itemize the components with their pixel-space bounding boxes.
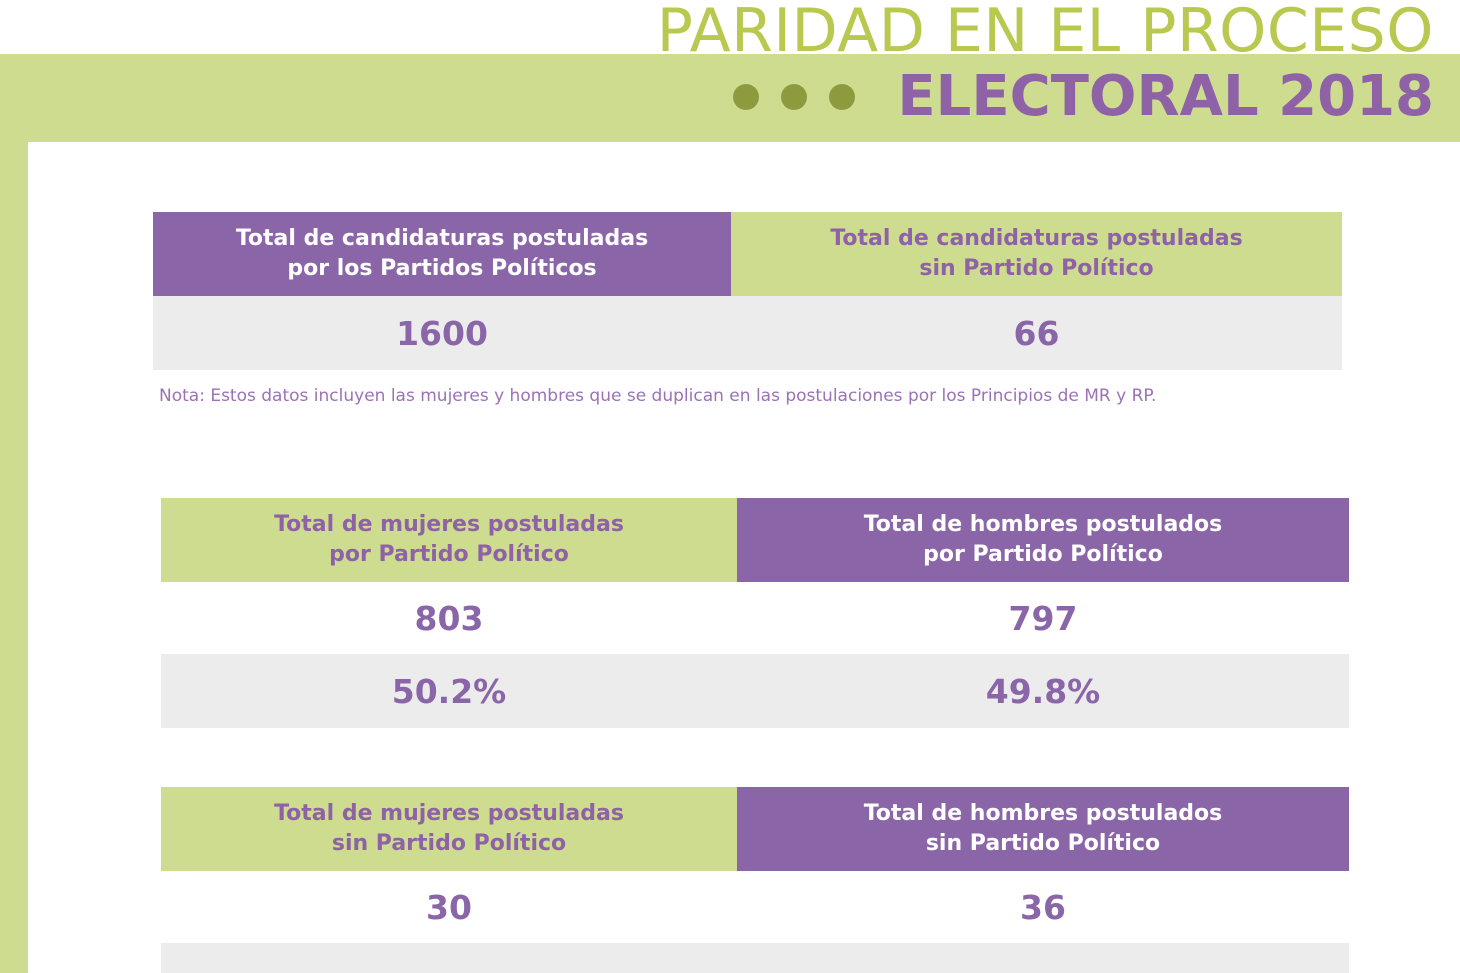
- header-hombres-por-partido: Total de hombres postulados por Partido …: [737, 498, 1349, 582]
- table-total-candidaturas: Total de candidaturas postuladas por los…: [153, 212, 1342, 370]
- header-label: Total de candidaturas postuladas por los…: [235, 226, 649, 281]
- value-candidaturas-partidos: 1600: [153, 296, 731, 370]
- pct-row-cut-off: [161, 943, 737, 973]
- table-sin-partido: Total de mujeres postuladas sin Partido …: [161, 787, 1349, 973]
- dot-icon: [781, 84, 808, 110]
- header-label: Total de mujeres postuladas sin Partido …: [274, 801, 624, 856]
- title-line-1: PARIDAD EN EL PROCESO: [656, 0, 1434, 66]
- decorative-dots: [733, 84, 856, 110]
- value-candidaturas-sin-partido: 66: [731, 296, 1342, 370]
- dot-icon: [829, 84, 856, 110]
- value-mujeres-por-partido: 803: [161, 582, 737, 654]
- header-mujeres-por-partido: Total de mujeres postuladas por Partido …: [161, 498, 737, 582]
- header-label: Total de mujeres postuladas por Partido …: [274, 512, 624, 567]
- title-line-2-row: ELECTORAL 2018: [733, 64, 1434, 130]
- header-mujeres-sin-partido: Total de mujeres postuladas sin Partido …: [161, 787, 737, 871]
- pct-hombres-por-partido: 49.8%: [737, 654, 1349, 728]
- header-label: Total de candidaturas postuladas sin Par…: [830, 226, 1243, 281]
- pct-row-cut-off: [737, 943, 1349, 973]
- value-hombres-por-partido: 797: [737, 582, 1349, 654]
- header-label: Total de hombres postulados sin Partido …: [863, 801, 1223, 856]
- value-hombres-sin-partido: 36: [737, 871, 1349, 943]
- header-hombres-sin-partido: Total de hombres postulados sin Partido …: [737, 787, 1349, 871]
- pct-mujeres-por-partido: 50.2%: [161, 654, 737, 728]
- header-candidaturas-sin-partido: Total de candidaturas postuladas sin Par…: [731, 212, 1342, 296]
- dot-icon: [733, 84, 760, 110]
- header-label: Total de hombres postulados por Partido …: [863, 512, 1223, 567]
- table-por-partido: Total de mujeres postuladas por Partido …: [161, 498, 1349, 728]
- title-line-2: ELECTORAL 2018: [897, 64, 1434, 129]
- note-text: Nota: Estos datos incluyen las mujeres y…: [159, 386, 1157, 406]
- header-candidaturas-partidos: Total de candidaturas postuladas por los…: [153, 212, 731, 296]
- value-mujeres-sin-partido: 30: [161, 871, 737, 943]
